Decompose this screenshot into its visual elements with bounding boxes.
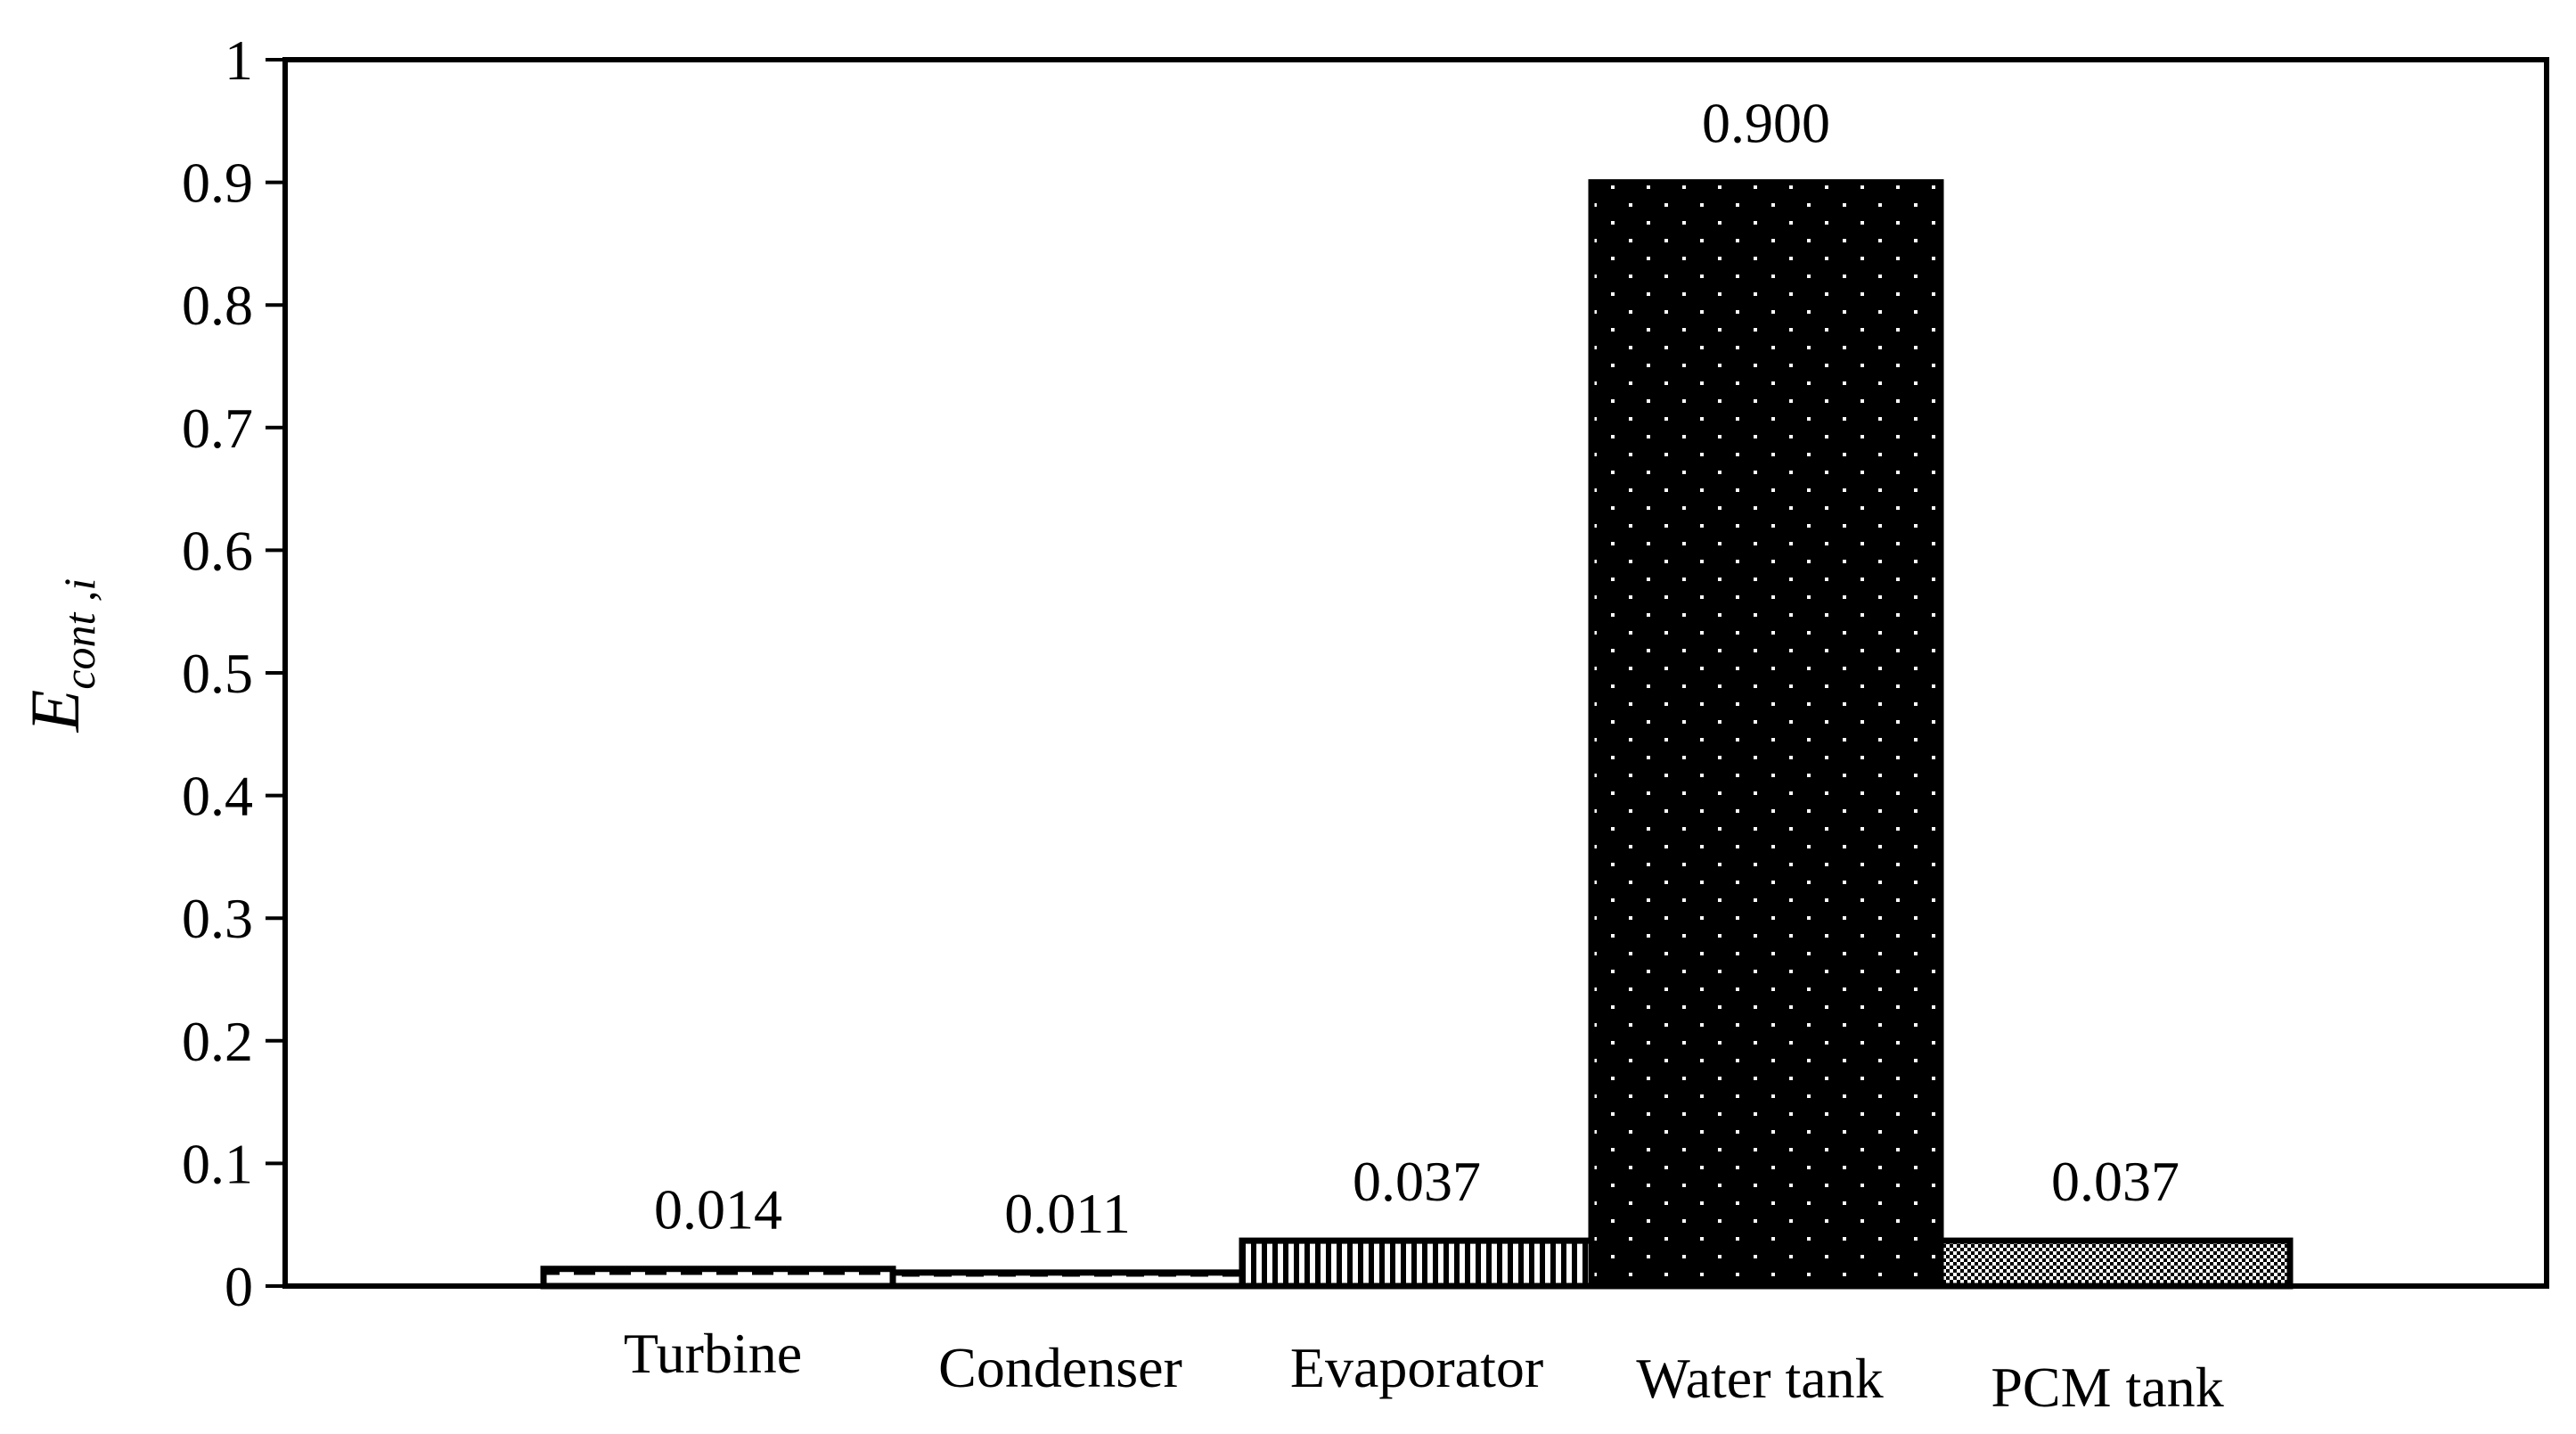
y-tick-label: 0.6 xyxy=(182,519,253,582)
plot-frame xyxy=(282,57,2549,1289)
y-tick-label: 1 xyxy=(225,29,253,92)
data-label-evaporator: 0.037 xyxy=(1353,1150,1481,1213)
data-label-condenser: 0.011 xyxy=(1004,1182,1131,1245)
data-label-pcm-tank: 0.037 xyxy=(2051,1150,2179,1213)
bar-pcm-tank xyxy=(1937,1237,2294,1290)
y-axis-title-sub: cont ,i xyxy=(54,578,104,690)
y-tick-label: 0.4 xyxy=(182,765,253,828)
y-tick-label: 0.9 xyxy=(182,152,253,215)
y-tick-label: 0.7 xyxy=(182,397,253,460)
x-tick-label-turbine: Turbine xyxy=(624,1322,802,1385)
y-tick-label: 0.1 xyxy=(182,1132,253,1195)
y-tick-label: 0.3 xyxy=(182,887,253,950)
data-label-turbine: 0.014 xyxy=(654,1178,782,1241)
x-axis-categories: Turbine Condenser Evaporator Water tank PCM … xyxy=(624,1322,2224,1419)
bar-water-tank xyxy=(1588,179,1944,1290)
bar-turbine xyxy=(540,1266,896,1290)
y-tick-label: 0.5 xyxy=(182,642,253,705)
y-tick-label: 0 xyxy=(225,1255,253,1318)
y-axis-title-main: E xyxy=(16,690,94,733)
x-tick-label-water-tank: Water tank xyxy=(1636,1347,1883,1410)
y-tick-label: 0.2 xyxy=(182,1010,253,1073)
x-tick-label-pcm-tank: PCM tank xyxy=(1991,1356,2223,1419)
y-tick-label: 0.8 xyxy=(182,274,253,337)
bar-evaporator xyxy=(1239,1237,1595,1290)
x-tick-label-condenser: Condenser xyxy=(938,1336,1182,1399)
y-axis: 0 0.1 0.2 0.3 0.4 0.5 0.6 0.7 0.8 0.9 1 xyxy=(182,29,285,1318)
bar-condenser xyxy=(889,1269,1246,1290)
plot-area xyxy=(282,57,2549,1289)
data-label-water-tank: 0.900 xyxy=(1702,92,1830,155)
bars xyxy=(540,179,2294,1290)
data-labels: 0.014 0.011 0.037 0.900 0.037 xyxy=(654,92,2179,1245)
y-axis-title: Econt ,i xyxy=(16,578,104,733)
x-tick-label-evaporator: Evaporator xyxy=(1290,1336,1543,1399)
